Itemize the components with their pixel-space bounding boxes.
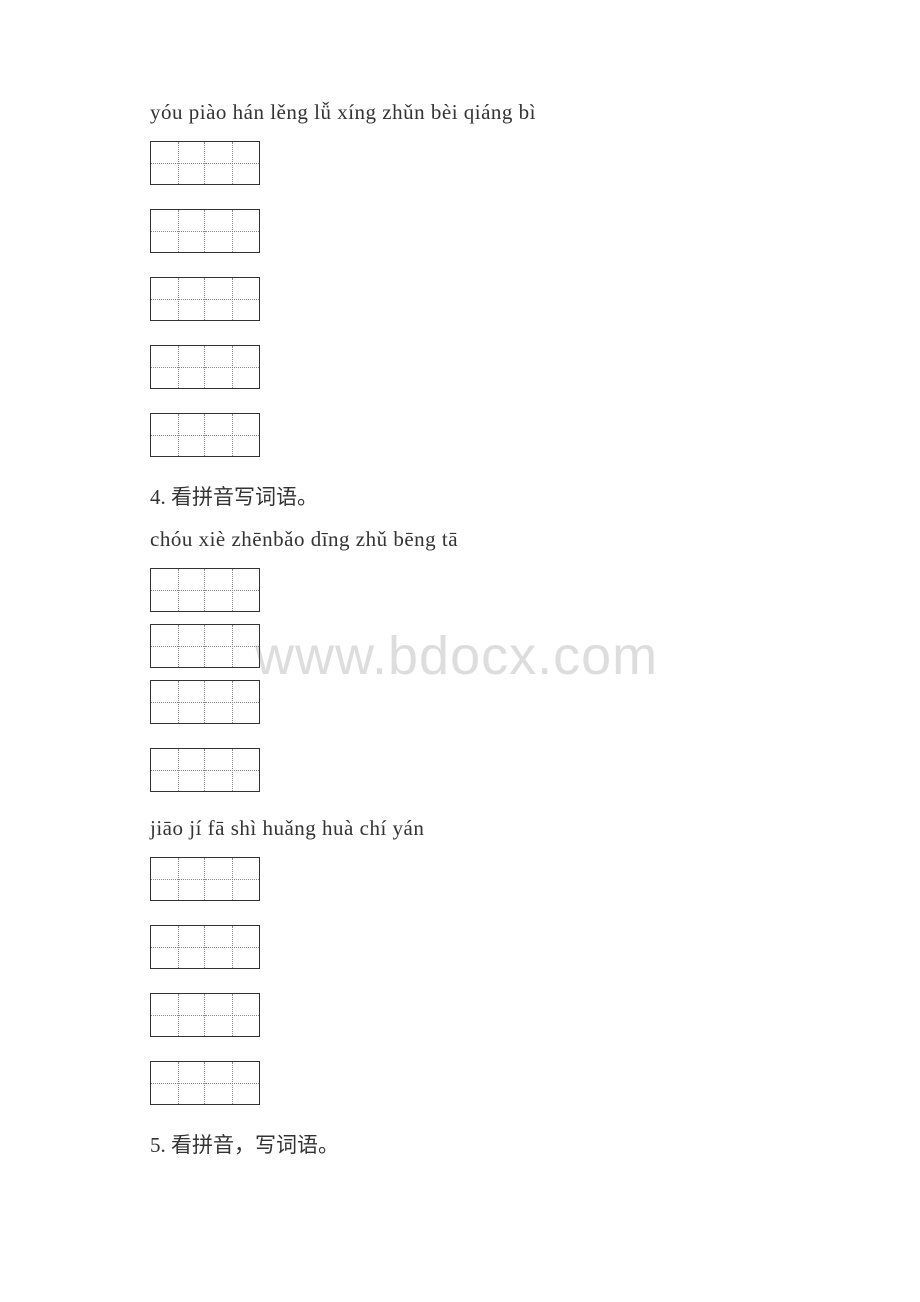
char-grid-box [150,345,260,389]
char-cell [151,681,205,723]
char-grid-box [150,209,260,253]
char-cell [205,994,259,1036]
char-cell [151,625,205,667]
char-grid-box [150,925,260,969]
char-cell [151,414,205,456]
char-cell [205,142,259,184]
char-cell [205,346,259,388]
char-cell [205,210,259,252]
question4-pinyin1: chóu xiè zhēnbǎo dīng zhǔ bēng tā [150,527,920,552]
char-grid-box [150,1061,260,1105]
char-grid-box [150,413,260,457]
char-cell [151,142,205,184]
question4-boxes1 [150,568,920,792]
question4-pinyin2: jiāo jí fā shì huǎng huà chí yán [150,816,920,841]
char-cell [151,1062,205,1104]
char-grid-box [150,568,260,612]
question4-boxes2 [150,857,920,1105]
document-content: yóu piào hán lěng lǚ xíng zhǔn bèi qiáng… [150,100,920,1159]
char-grid-box [150,141,260,185]
question4-label: 4. 看拼音写词语。 [150,481,920,511]
char-cell [205,681,259,723]
char-grid-box [150,993,260,1037]
char-grid-box [150,680,260,724]
char-cell [151,994,205,1036]
char-cell [205,1062,259,1104]
char-cell [205,569,259,611]
char-cell [205,858,259,900]
char-cell [205,749,259,791]
char-grid-box [150,748,260,792]
char-cell [205,625,259,667]
char-grid-box [150,624,260,668]
char-cell [151,346,205,388]
char-cell [151,749,205,791]
char-grid-box [150,277,260,321]
char-cell [205,278,259,320]
char-grid-box [150,857,260,901]
char-cell [151,278,205,320]
char-cell [151,210,205,252]
char-cell [205,414,259,456]
char-cell [151,569,205,611]
char-cell [151,926,205,968]
section1-boxes [150,141,920,457]
section1-pinyin: yóu piào hán lěng lǚ xíng zhǔn bèi qiáng… [150,100,920,125]
question5-label: 5. 看拼音，写词语。 [150,1129,920,1159]
char-cell [151,858,205,900]
char-cell [205,926,259,968]
